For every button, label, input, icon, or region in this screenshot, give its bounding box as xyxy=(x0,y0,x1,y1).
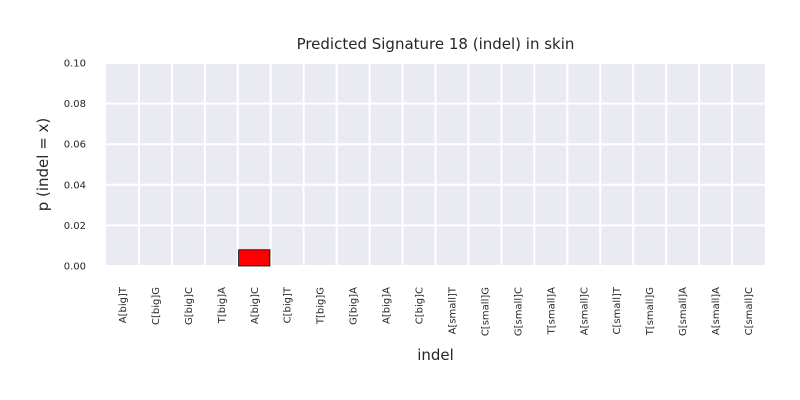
x-tick-label: G[big]C xyxy=(184,287,195,325)
x-tick-label: A[small]C xyxy=(579,287,590,335)
x-tick-label: C[big]G xyxy=(151,287,162,325)
y-tick-label: 0.00 xyxy=(64,262,86,273)
x-axis-label: indel xyxy=(417,346,454,364)
x-tick-label: C[big]T xyxy=(283,286,294,323)
x-tick-label: G[small]C xyxy=(513,287,524,336)
x-tick-label: T[small]A xyxy=(546,287,557,336)
x-tick-label: A[big]T xyxy=(118,286,129,323)
grid xyxy=(106,62,765,267)
x-tick-label: A[big]A xyxy=(382,287,393,324)
x-tick-label: A[big]C xyxy=(250,287,261,324)
x-tick-label: A[small]A xyxy=(711,287,722,335)
y-tick-label: 0.10 xyxy=(64,59,86,70)
x-tick-label: T[big]A xyxy=(217,287,228,324)
y-tick-label: 0.06 xyxy=(64,140,86,151)
chart-title: Predicted Signature 18 (indel) in skin xyxy=(297,35,575,53)
bars xyxy=(238,249,271,267)
y-tick-label: 0.08 xyxy=(64,99,86,110)
x-tick-label: G[big]A xyxy=(349,287,360,325)
x-tick-label: C[small]C xyxy=(744,287,755,335)
x-tick-label: T[small]G xyxy=(645,287,656,336)
x-tick-label: C[big]C xyxy=(415,287,426,324)
y-tick-label: 0.04 xyxy=(64,180,86,191)
y-tick-label: 0.02 xyxy=(64,221,86,232)
x-tick-label: C[small]G xyxy=(480,287,491,336)
x-ticks: A[big]T C[big]G G[big]C T[big]A A[big]C C[big… xyxy=(118,286,755,336)
x-tick-label: T[big]G xyxy=(316,287,327,325)
x-tick-label: G[small]A xyxy=(678,287,689,336)
y-axis-label: p (indel = x) xyxy=(34,118,52,212)
bar-A[big]C xyxy=(238,249,271,267)
x-tick-label: A[small]T xyxy=(447,286,458,334)
y-ticks: 0.00 0.02 0.04 0.06 0.08 0.10 xyxy=(64,59,86,273)
x-tick-label: C[small]T xyxy=(612,286,623,334)
